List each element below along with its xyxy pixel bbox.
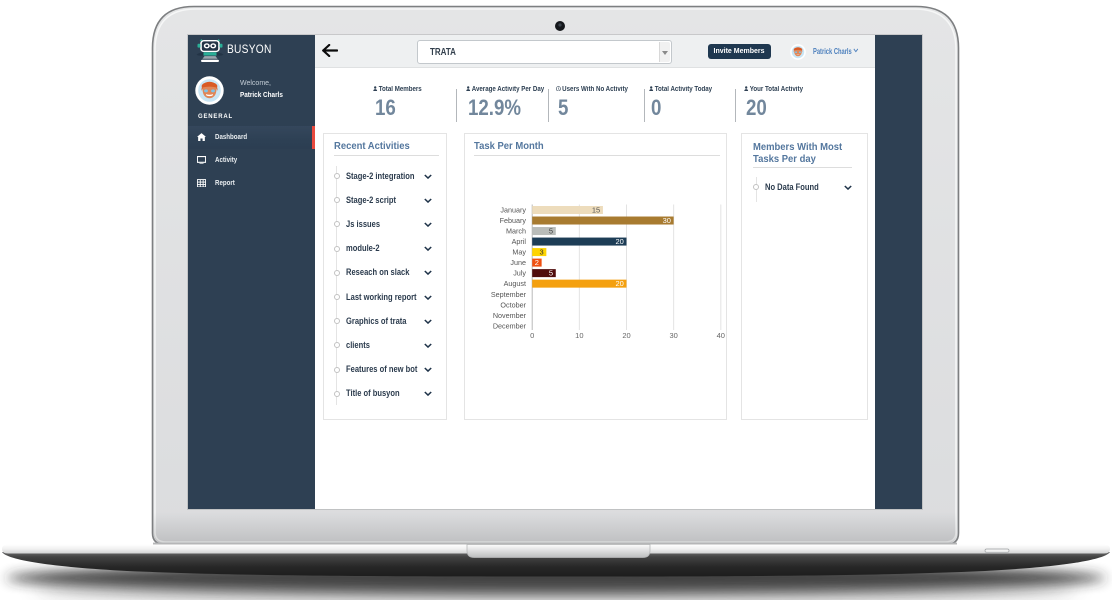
svg-text:July: July bbox=[513, 268, 526, 277]
svg-text:December: December bbox=[493, 321, 527, 330]
svg-text:September: September bbox=[491, 289, 527, 298]
svg-text:May: May bbox=[512, 247, 526, 256]
svg-text:20: 20 bbox=[615, 237, 623, 246]
svg-text:20: 20 bbox=[622, 331, 630, 340]
svg-text:Febuary: Febuary bbox=[500, 216, 527, 225]
svg-text:10: 10 bbox=[575, 331, 583, 340]
svg-text:40: 40 bbox=[717, 331, 725, 340]
svg-text:January: January bbox=[500, 205, 526, 214]
svg-text:October: October bbox=[500, 300, 526, 309]
svg-text:5: 5 bbox=[549, 226, 553, 235]
svg-text:April: April bbox=[512, 237, 527, 246]
svg-text:March: March bbox=[506, 226, 526, 235]
svg-text:June: June bbox=[510, 258, 526, 267]
svg-text:2: 2 bbox=[535, 258, 539, 267]
svg-text:3: 3 bbox=[539, 247, 543, 256]
svg-text:30: 30 bbox=[663, 216, 671, 225]
svg-text:August: August bbox=[504, 279, 526, 288]
svg-text:15: 15 bbox=[592, 205, 600, 214]
svg-text:20: 20 bbox=[615, 279, 623, 288]
svg-text:November: November bbox=[493, 310, 527, 319]
svg-text:5: 5 bbox=[549, 268, 553, 277]
svg-text:0: 0 bbox=[530, 331, 534, 340]
svg-text:30: 30 bbox=[669, 331, 677, 340]
